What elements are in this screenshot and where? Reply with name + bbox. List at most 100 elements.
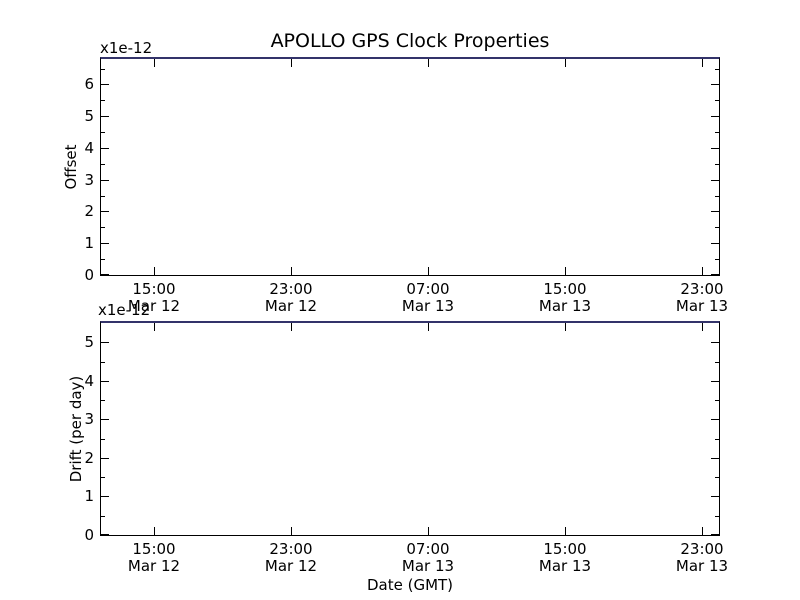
- y-tick-mark: [711, 342, 719, 343]
- y-tick-mark: [711, 496, 719, 497]
- y-tick-mark: [101, 381, 109, 382]
- x-tick-label: 07:00 Mar 13: [401, 540, 455, 575]
- drift-y-axis-label: Drift (per day): [67, 375, 85, 482]
- x-tick-label: 23:00 Mar 12: [264, 540, 318, 575]
- y-tick-mark: [715, 516, 719, 517]
- y-tick-label: 3: [84, 410, 94, 428]
- x-tick-mark: [154, 323, 155, 331]
- y-tick-mark: [711, 116, 719, 117]
- y-tick-label: 2: [84, 202, 94, 220]
- y-tick-mark: [101, 400, 105, 401]
- y-tick-mark: [711, 180, 719, 181]
- y-tick-mark: [711, 274, 719, 275]
- y-tick-mark: [715, 196, 719, 197]
- x-tick-mark: [702, 267, 703, 275]
- y-tick-mark: [101, 211, 109, 212]
- y-tick-mark: [101, 180, 109, 181]
- y-tick-mark: [715, 439, 719, 440]
- x-tick-label: 07:00 Mar 13: [401, 280, 455, 315]
- offset-plot-area: [100, 57, 720, 276]
- x-tick-mark: [154, 59, 155, 67]
- x-tick-label: 15:00 Mar 13: [538, 540, 592, 575]
- drift-plot-area: [100, 321, 720, 536]
- y-tick-mark: [711, 419, 719, 420]
- y-tick-mark: [101, 69, 105, 70]
- x-tick-mark: [291, 527, 292, 535]
- x-tick-mark: [291, 323, 292, 331]
- y-tick-label: 6: [84, 75, 94, 93]
- y-tick-label: 5: [84, 107, 94, 125]
- y-tick-mark: [101, 458, 109, 459]
- x-tick-mark: [702, 323, 703, 331]
- y-tick-mark: [711, 458, 719, 459]
- y-tick-mark: [715, 132, 719, 133]
- y-tick-mark: [715, 477, 719, 478]
- x-tick-mark: [565, 527, 566, 535]
- y-tick-mark: [101, 496, 109, 497]
- y-tick-mark: [101, 274, 109, 275]
- y-tick-label: 4: [84, 372, 94, 390]
- y-tick-label: 5: [84, 333, 94, 351]
- x-tick-mark: [702, 59, 703, 67]
- y-tick-mark: [101, 100, 105, 101]
- y-tick-mark: [715, 259, 719, 260]
- y-tick-mark: [101, 148, 109, 149]
- y-tick-label: 4: [84, 139, 94, 157]
- y-tick-mark: [101, 227, 105, 228]
- y-tick-mark: [711, 211, 719, 212]
- y-tick-mark: [715, 362, 719, 363]
- x-tick-mark: [154, 527, 155, 535]
- y-tick-mark: [101, 243, 109, 244]
- y-tick-label: 0: [84, 266, 94, 284]
- y-tick-mark: [101, 516, 105, 517]
- x-tick-label: 23:00 Mar 13: [675, 280, 729, 315]
- y-tick-mark: [101, 362, 105, 363]
- y-tick-label: 2: [84, 449, 94, 467]
- offset-y-axis-label: Offset: [62, 143, 80, 190]
- y-offset-multiplier-bottom: x1e-12: [98, 301, 151, 319]
- y-tick-mark: [715, 400, 719, 401]
- x-tick-mark: [291, 59, 292, 67]
- y-offset-multiplier-top: x1e-12: [100, 39, 153, 57]
- x-tick-mark: [154, 267, 155, 275]
- x-tick-mark: [428, 323, 429, 331]
- x-axis-label: Date (GMT): [366, 576, 454, 594]
- y-tick-mark: [101, 84, 109, 85]
- x-tick-mark: [428, 267, 429, 275]
- y-tick-mark: [101, 196, 105, 197]
- x-tick-mark: [565, 323, 566, 331]
- y-tick-mark: [101, 259, 105, 260]
- y-tick-mark: [711, 381, 719, 382]
- y-tick-mark: [711, 148, 719, 149]
- x-tick-mark: [291, 267, 292, 275]
- y-tick-mark: [101, 419, 109, 420]
- x-tick-mark: [565, 59, 566, 67]
- y-tick-mark: [101, 342, 109, 343]
- y-tick-mark: [101, 477, 105, 478]
- x-tick-label: 15:00 Mar 12: [127, 540, 181, 575]
- y-tick-mark: [715, 69, 719, 70]
- y-tick-label: 1: [84, 234, 94, 252]
- x-tick-label: 23:00 Mar 12: [264, 280, 318, 315]
- y-tick-mark: [711, 243, 719, 244]
- y-tick-mark: [711, 534, 719, 535]
- y-tick-mark: [715, 164, 719, 165]
- y-tick-label: 0: [84, 526, 94, 544]
- y-tick-mark: [101, 132, 105, 133]
- y-tick-mark: [101, 164, 105, 165]
- x-tick-mark: [428, 59, 429, 67]
- x-tick-mark: [702, 527, 703, 535]
- y-tick-label: 3: [84, 171, 94, 189]
- y-tick-label: 1: [84, 487, 94, 505]
- y-tick-mark: [101, 439, 105, 440]
- y-tick-mark: [715, 227, 719, 228]
- x-tick-label: 15:00 Mar 13: [538, 280, 592, 315]
- chart-title: APOLLO GPS Clock Properties: [270, 30, 550, 52]
- x-tick-mark: [428, 527, 429, 535]
- x-tick-mark: [565, 267, 566, 275]
- x-tick-label: 15:00 Mar 12: [127, 280, 181, 315]
- y-tick-mark: [101, 534, 109, 535]
- y-tick-mark: [715, 100, 719, 101]
- y-tick-mark: [101, 116, 109, 117]
